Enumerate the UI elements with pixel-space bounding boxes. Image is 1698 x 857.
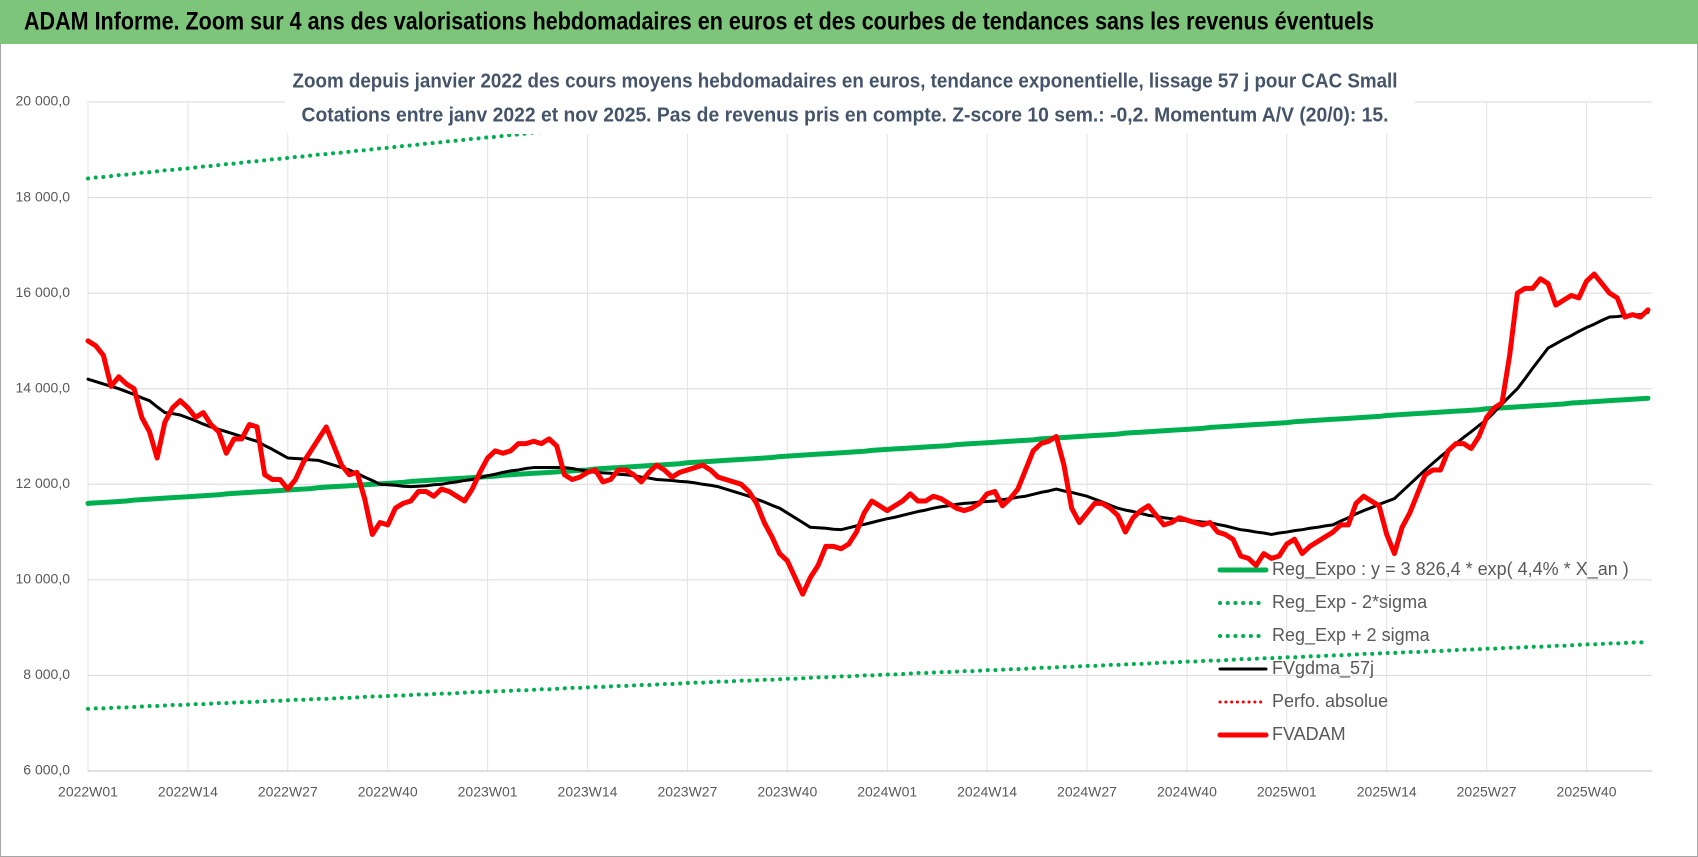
y-tick-label: 8 000,0 bbox=[23, 666, 70, 682]
x-tick-label: 2022W14 bbox=[158, 784, 218, 800]
legend-label: FVADAM bbox=[1272, 724, 1346, 744]
x-tick-label: 2025W14 bbox=[1357, 784, 1417, 800]
series-line bbox=[85, 395, 1651, 506]
subtitle-line: Cotations entre janv 2022 et nov 2025. P… bbox=[302, 104, 1389, 126]
y-tick-label: 10 000,0 bbox=[16, 571, 71, 587]
x-tick-label: 2025W27 bbox=[1457, 784, 1517, 800]
x-tick-label: 2023W40 bbox=[757, 784, 817, 800]
series-line bbox=[86, 639, 1650, 711]
x-tick-label: 2022W27 bbox=[258, 784, 318, 800]
plot-lines bbox=[85, 99, 1651, 711]
x-tick-label: 2023W14 bbox=[558, 784, 618, 800]
series-line bbox=[85, 271, 1651, 597]
x-tick-label: 2025W01 bbox=[1257, 784, 1317, 800]
x-tick-label: 2025W40 bbox=[1557, 784, 1617, 800]
header-title: ADAM Informe. Zoom sur 4 ans des valoris… bbox=[24, 8, 1374, 36]
y-tick-label: 16 000,0 bbox=[16, 284, 71, 300]
x-tick-label: 2024W40 bbox=[1157, 784, 1217, 800]
legend-label: Reg_Expo : y = 3 826,4 * exp( 4,4% * X_a… bbox=[1272, 559, 1629, 580]
grid: 6 000,0 8 000,0 10 000,0 12 000,0 14 000,0 16… bbox=[16, 93, 1652, 800]
x-tick-label: 2023W27 bbox=[657, 784, 717, 800]
x-tick-label: 2024W14 bbox=[957, 784, 1017, 800]
legend: Reg_Expo : y = 3 826,4 * exp( 4,4% * X_a… bbox=[1217, 559, 1629, 744]
legend-label: Reg_Exp - 2*sigma bbox=[1272, 592, 1428, 613]
y-tick-label: 6 000,0 bbox=[23, 762, 70, 778]
subtitle-line: Zoom depuis janvier 2022 des cours moyen… bbox=[293, 70, 1398, 92]
x-tick-label: 2022W40 bbox=[358, 784, 418, 800]
y-tick-label: 20 000,0 bbox=[16, 93, 71, 109]
x-tick-label: 2023W01 bbox=[458, 784, 518, 800]
legend-label: Reg_Exp + 2 sigma bbox=[1272, 625, 1431, 646]
x-tick-label: 2024W27 bbox=[1057, 784, 1117, 800]
series-line bbox=[86, 99, 882, 181]
x-tick-label: 2024W01 bbox=[857, 784, 917, 800]
legend-label: FVgdma_57j bbox=[1272, 658, 1374, 679]
legend-label: Perfo. absolue bbox=[1272, 691, 1388, 711]
x-tick-label: 2022W01 bbox=[58, 784, 118, 800]
subtitle-bg bbox=[285, 68, 1415, 134]
y-tick-label: 12 000,0 bbox=[16, 475, 71, 491]
y-tick-label: 18 000,0 bbox=[16, 188, 71, 204]
header-bar bbox=[0, 0, 1698, 44]
y-tick-label: 14 000,0 bbox=[16, 379, 71, 395]
